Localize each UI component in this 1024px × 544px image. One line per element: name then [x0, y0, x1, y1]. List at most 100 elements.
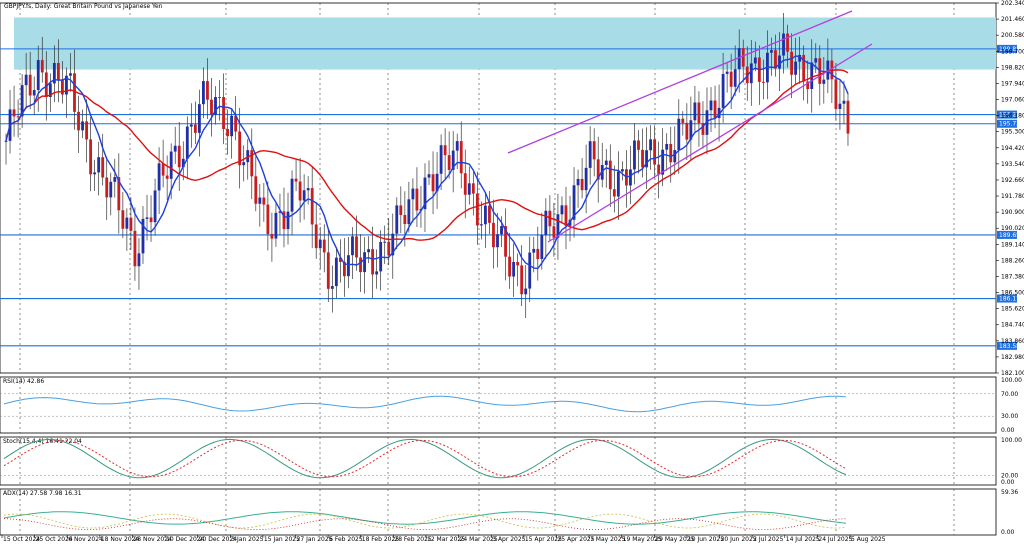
candle-body: [310, 188, 314, 225]
candle-body: [713, 100, 717, 118]
x-tick-label: 7 May 2025: [590, 536, 625, 543]
moving-average-slow: [5, 69, 849, 241]
candle-body: [431, 174, 435, 192]
candle-body: [93, 172, 97, 175]
candle-body: [262, 197, 266, 205]
candle-body: [661, 149, 665, 175]
y-tick-label: 189.140: [1001, 241, 1024, 248]
candle-body: [326, 252, 330, 289]
candle-body: [504, 226, 507, 257]
candle-body: [230, 115, 234, 137]
candle-body: [314, 224, 318, 249]
candle-body: [459, 141, 463, 174]
candle-body: [721, 73, 725, 108]
y-tick-label: 200.580: [1001, 32, 1024, 39]
candle-body: [629, 169, 632, 186]
y-tick-label: 184.740: [1001, 322, 1024, 329]
indicator-level-label: 70.00: [1001, 391, 1018, 398]
candle-body: [653, 139, 657, 165]
candle-body: [69, 73, 72, 76]
candle-body: [153, 190, 157, 223]
candle-body: [798, 54, 802, 62]
candle-body: [633, 140, 636, 170]
x-tick-label: 3 Jan 2025: [231, 536, 263, 543]
candle-body: [367, 249, 370, 253]
indicator-name: ADX(14) 27.58 7.98 16.31: [3, 490, 82, 497]
candle-body: [105, 177, 109, 198]
candle-body: [588, 141, 592, 168]
candle-body: [463, 173, 467, 195]
candle-body: [44, 72, 48, 98]
candle-body: [73, 73, 76, 112]
candle-body: [604, 160, 608, 165]
indicator-panel-frame: [0, 488, 997, 536]
candle-body: [508, 256, 511, 277]
candle-body: [471, 183, 475, 194]
x-tick-label: 15 Apr 2025: [525, 536, 562, 543]
candle-body: [693, 102, 697, 121]
candle-body: [161, 163, 165, 176]
candle-body: [524, 288, 528, 295]
candle-body: [846, 100, 850, 134]
indicator-level-label: 100.00: [1001, 377, 1022, 384]
candle-body: [782, 33, 785, 56]
candle-body: [479, 224, 483, 226]
x-tick-label: 5 Aug 2025: [851, 536, 886, 543]
x-tick-label: 10 Jun 2025: [688, 536, 724, 543]
y-tick-label: 196.180: [1001, 113, 1024, 120]
indicator-level-label: 59.36: [1001, 489, 1018, 496]
candle-body: [729, 71, 733, 87]
candle-body: [697, 102, 701, 124]
candle-body: [65, 75, 68, 95]
y-tick-label: 192.660: [1001, 177, 1024, 184]
candle-body: [173, 145, 177, 152]
candle-body: [238, 131, 242, 166]
indicator-panel-frame: [0, 436, 997, 486]
x-tick-label: 19 May 2025: [623, 536, 662, 543]
candle-body: [32, 90, 36, 96]
candle-body: [343, 261, 346, 277]
candle-body: [556, 214, 560, 238]
candle-body: [97, 157, 101, 173]
x-tick-label: 12 Mar 2025: [427, 536, 465, 543]
candle-body: [359, 257, 362, 273]
candle-body: [125, 217, 129, 229]
candle-body: [322, 239, 326, 253]
candle-body: [838, 103, 842, 109]
candle-body: [145, 217, 149, 219]
resistance-zone: [14, 17, 996, 70]
candle-body: [165, 175, 169, 179]
candle-body: [270, 233, 274, 239]
candle-body: [528, 252, 532, 289]
candle-body: [439, 145, 443, 174]
candle-body: [234, 115, 238, 132]
x-tick-label: 6 Feb 2025: [329, 536, 363, 543]
moving-average-fast: [5, 55, 849, 270]
candle-body: [544, 210, 548, 236]
candle-body: [189, 124, 193, 127]
candle-body: [347, 255, 350, 277]
adx-minus-di-line: [3, 518, 847, 531]
candle-body: [169, 151, 173, 179]
candle-body: [149, 217, 153, 223]
candle-body: [701, 123, 705, 135]
candle-body: [113, 177, 117, 182]
candle-body: [536, 248, 540, 260]
candle-body: [383, 241, 387, 243]
x-tick-label: 18 Feb 2025: [362, 536, 400, 543]
level-price-label: 186.174: [999, 296, 1024, 303]
y-tick-label: 195.300: [1001, 129, 1024, 136]
candle-body: [294, 178, 298, 182]
candle-body: [435, 173, 439, 192]
candle-body: [790, 51, 793, 75]
candle-body: [620, 169, 624, 172]
candle-body: [516, 262, 520, 266]
x-tick-label: 28 Feb 2025: [394, 536, 432, 543]
candle-body: [802, 54, 806, 82]
candle-body: [600, 164, 604, 180]
candle-body: [318, 239, 322, 249]
y-tick-label: 185.620: [1001, 306, 1024, 313]
indicator-panel-frame: [0, 376, 997, 434]
candle-body: [290, 178, 294, 212]
